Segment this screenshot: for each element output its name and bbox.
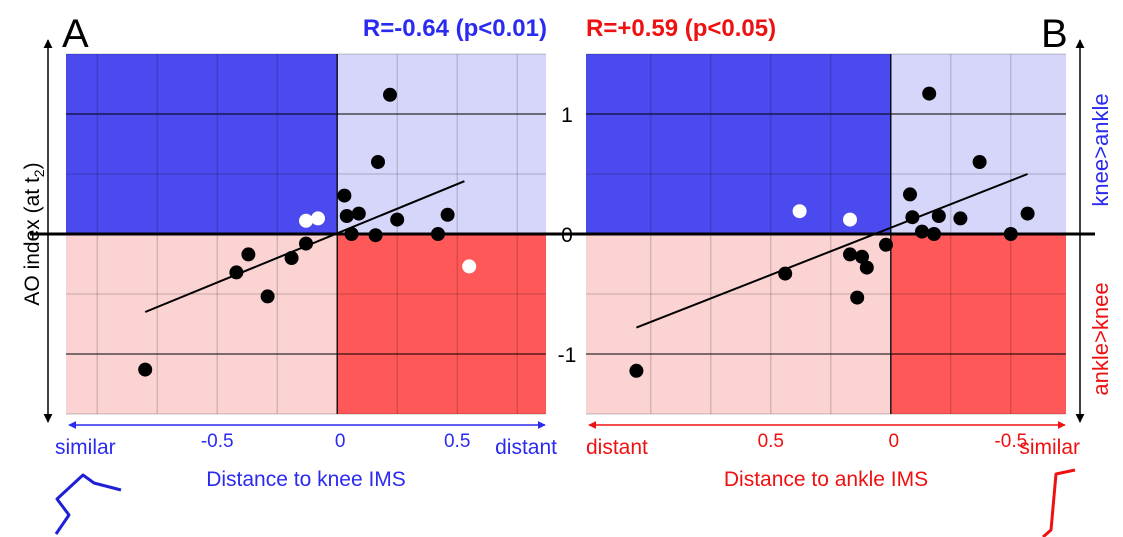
quadrant-top-left [586, 54, 891, 234]
data-point [922, 86, 937, 101]
y-tick-label: 0 [561, 224, 573, 247]
data-point [284, 251, 299, 265]
panel-b-grid [586, 53, 1066, 415]
data-point [390, 212, 405, 227]
data-point [229, 265, 244, 280]
data-point [299, 236, 313, 251]
y-label-ankle-greater-knee: ankle>knee [1088, 282, 1113, 395]
panel-b-x-right-word: similar [1019, 436, 1080, 459]
data-point [1020, 206, 1035, 221]
panel-a-x-ticks: -0.5 0 0.5 [201, 431, 471, 452]
panel-a-quadrants [66, 54, 546, 414]
y-tick-label: -1 [558, 344, 577, 367]
data-point [260, 289, 275, 304]
data-point [905, 210, 920, 225]
data-point [371, 155, 385, 169]
panel-b-stat: R=+0.59 (p<0.05) [586, 15, 776, 42]
y-label-knee-greater-ankle: knee>ankle [1088, 93, 1113, 206]
data-point [843, 247, 857, 262]
x-tick-label: 0.5 [444, 431, 470, 452]
y-tick-label: 1 [561, 104, 573, 127]
quadrant-bottom-right [337, 234, 546, 414]
regression-line [636, 173, 1028, 329]
y-axis-label: AO index (at t2) [21, 162, 47, 305]
x-tick-label: 0.5 [758, 431, 784, 452]
knee-stick-figure-icon [54, 473, 122, 535]
data-point [850, 290, 865, 305]
x-tick-label: -0.5 [201, 431, 234, 452]
data-point [629, 363, 644, 378]
panel-b-x-label: Distance to ankle IMS [724, 468, 928, 491]
data-point-white [311, 211, 325, 226]
x-tick-label: 0 [335, 431, 346, 452]
data-point-white [792, 204, 807, 219]
panel-b-letter: B [1041, 12, 1068, 56]
panel-a: -0.5 0 0.5 A R=-0.64 (p<0.01) similar dist… [54, 12, 557, 535]
data-point [138, 362, 153, 377]
data-point [351, 206, 366, 221]
panel-b-regression [636, 173, 1028, 329]
data-point [915, 224, 929, 239]
panel-b-points [629, 86, 1035, 378]
panel-b: 0.5 0 -0.5 B R=+0.59 (p<0.05) distant simi… [586, 12, 1080, 537]
data-point [972, 155, 987, 169]
panel-a-x-right-word: distant [495, 436, 557, 459]
data-point [440, 207, 455, 222]
data-point [953, 211, 968, 226]
data-point-white [462, 259, 477, 274]
data-point [241, 247, 256, 262]
panel-a-x-label: Distance to knee IMS [206, 468, 406, 491]
data-point [931, 209, 946, 223]
x-tick-label: -0.5 [994, 431, 1027, 452]
data-point [859, 260, 874, 275]
data-point [337, 188, 352, 203]
panel-a-letter: A [62, 12, 89, 56]
data-point [903, 187, 917, 202]
data-point [879, 237, 893, 252]
panel-a-stat: R=-0.64 (p<0.01) [363, 15, 547, 42]
panel-b-quadrants [586, 54, 1066, 414]
data-point-white [843, 212, 857, 227]
quadrant-top-right [890, 54, 1066, 234]
ankle-stick-figure-icon [1042, 468, 1076, 537]
data-point [855, 249, 869, 264]
quadrant-top-right [337, 54, 546, 234]
x-tick-label: 0 [889, 431, 900, 452]
quadrant-top-left [66, 54, 338, 234]
data-point [778, 266, 793, 281]
quadrant-bottom-right [890, 234, 1066, 414]
quadrant-bottom-left [586, 234, 891, 414]
panel-a-x-left-word: similar [55, 436, 116, 459]
data-point [383, 87, 397, 102]
panel-b-x-ticks: 0.5 0 -0.5 [758, 431, 1028, 452]
panel-b-x-left-word: distant [586, 436, 648, 459]
y-tick-labels: 1 0 -1 [558, 104, 577, 367]
data-point [339, 209, 354, 223]
data-point-white [299, 213, 313, 228]
